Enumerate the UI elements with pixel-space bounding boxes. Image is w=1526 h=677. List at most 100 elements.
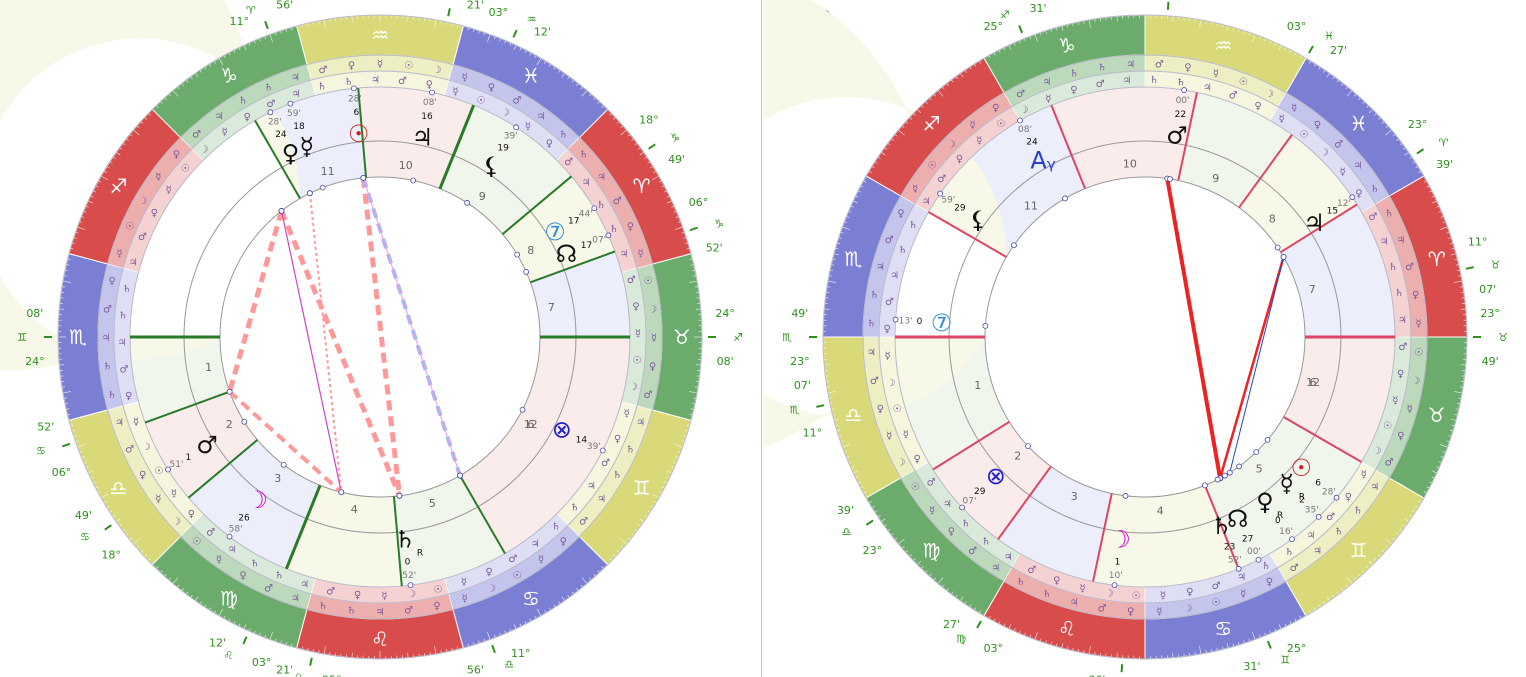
- house-sector-4: [1093, 485, 1239, 588]
- term-ruler-glyph: ☿: [976, 135, 982, 146]
- planet-glyph-node[interactable]: ☊: [1227, 505, 1248, 533]
- term-ruler-glyph: ♄: [118, 311, 127, 322]
- degree-tick: [75, 440, 79, 443]
- cusp-minute: 27': [943, 618, 960, 631]
- term-ruler-glyph: ☿: [1340, 167, 1346, 178]
- house-sector-7: [1280, 204, 1395, 337]
- degree-tick: [1454, 258, 1458, 261]
- aspect-line[interactable]: [228, 390, 343, 494]
- wheel-circle: [113, 70, 647, 604]
- zodiac-sign-glyph: ♏: [844, 247, 862, 271]
- degree-tick: [1221, 24, 1224, 28]
- cusp-degree: 23°: [1408, 118, 1428, 131]
- planet-aspect-dot: [306, 190, 313, 197]
- aspect-line[interactable]: [1229, 256, 1285, 473]
- term-ruler-glyph: ♃: [371, 75, 380, 86]
- degree-tick: [1077, 21, 1080, 26]
- degree-tick: [690, 264, 694, 266]
- natal-chart-wheel-1[interactable]: ♉♂☽♀☉☿☿☽♀☉♂♈☿♃♀♄♂♄♃♃♄♂♓♄♀♃☿♂☽♀☉☿☿♒☽♀☉♂☿♃…: [0, 0, 762, 677]
- planet-glyph-mars[interactable]: ♂: [196, 431, 218, 459]
- planet-glyph-lilith[interactable]: ⚸: [482, 152, 500, 180]
- degree-tick: [620, 125, 624, 128]
- decan-ruler-glyph: ♂: [1334, 139, 1343, 150]
- degree-tick: [857, 190, 861, 193]
- aspect-line[interactable]: [280, 210, 342, 493]
- degree-tick: [589, 577, 592, 581]
- planet-glyph-uranus[interactable]: ⑦: [931, 309, 953, 337]
- degree-tick: [827, 391, 836, 394]
- degree-tick: [548, 63, 551, 67]
- cusp-degree: 11°: [803, 426, 823, 439]
- planet-glyph-lilith[interactable]: ⚸: [969, 206, 987, 234]
- degree-tick: [846, 216, 850, 218]
- term-ruler-glyph: ☿: [525, 122, 531, 133]
- planet-glyph-saturn[interactable]: ♄: [1211, 512, 1233, 540]
- degree-tick: [73, 435, 77, 437]
- planet-aspect-dot: [982, 322, 989, 329]
- aspect-line[interactable]: [279, 209, 402, 497]
- decan-ruler-glyph: ☉: [1211, 598, 1220, 609]
- decan-ruler-glyph: ♀: [948, 527, 955, 538]
- degree-tick: [133, 538, 140, 545]
- planet-degree: 0: [405, 557, 411, 567]
- cusp-minute: 07': [794, 379, 811, 392]
- planet-glyph-sun[interactable]: ☉: [348, 120, 370, 148]
- degree-tick: [1243, 640, 1245, 644]
- degree-tick: [950, 591, 954, 595]
- decan-ruler-glyph: ♄: [1353, 505, 1362, 516]
- planet-glyph-vertex[interactable]: Aᵧ: [1030, 146, 1055, 174]
- cusp-minute: 56': [276, 0, 293, 11]
- house-number: 2: [226, 418, 233, 431]
- planet-glyph-mercury[interactable]: ☿: [1279, 470, 1294, 498]
- planet-glyph-mars[interactable]: ♂: [1166, 122, 1188, 150]
- planet-aspect-dot: [523, 269, 530, 275]
- degree-tick: [536, 608, 542, 617]
- decan-ruler-glyph: ♄: [1385, 209, 1394, 220]
- planet-glyph-sun[interactable]: ☉: [1291, 454, 1313, 482]
- aspect-line[interactable]: [360, 177, 402, 497]
- degree-tick: [955, 76, 958, 80]
- degree-tick: [671, 466, 675, 469]
- term-ruler-glyph: ♀: [914, 454, 921, 465]
- degree-tick: [68, 418, 74, 421]
- planet-glyph-mercury[interactable]: ☿: [300, 133, 315, 161]
- planet-glyph-venus[interactable]: ♀: [1256, 488, 1274, 516]
- planet-glyph-node[interactable]: ☊: [556, 240, 577, 268]
- term-ruler-glyph: ♂: [1326, 512, 1335, 523]
- aspect-line[interactable]: [1218, 256, 1285, 479]
- degree-tick: [620, 538, 627, 545]
- planet-glyph-saturn[interactable]: ♄: [394, 525, 416, 553]
- cusp-marker: [104, 524, 112, 531]
- degree-tick: [156, 105, 159, 108]
- degree-tick: [909, 117, 912, 120]
- degree-tick: [960, 596, 964, 601]
- degree-tick: [613, 554, 616, 557]
- degree-tick: [950, 79, 954, 83]
- planet-position-dot: [1289, 536, 1295, 543]
- degree-tick: [884, 147, 888, 150]
- zodiac-sign-glyph: ♐: [922, 111, 940, 135]
- degree-tick: [1264, 632, 1266, 636]
- natal-chart-wheel-2[interactable]: ♉♂☽♀☉☿☿☽♀☉♂♈☿♃♀♄♂♄♃♃♄♂♓♄♀♃☿♂☽♀☉☿☿♒☽♀☉♂☿♃…: [764, 0, 1526, 677]
- degree-tick: [693, 397, 697, 399]
- planet-degree: 0: [917, 317, 923, 327]
- planet-glyph-jupiter[interactable]: ♃: [412, 123, 434, 151]
- planet-glyph-venus[interactable]: ♀: [282, 140, 300, 168]
- house-number: 3: [1071, 490, 1078, 503]
- cusp-sign-glyph: ♈: [246, 4, 256, 17]
- term-ruler-glyph: ♂: [1027, 565, 1036, 576]
- degree-tick: [1431, 476, 1435, 479]
- planet-glyph-uranus[interactable]: ⑦: [544, 218, 566, 246]
- aspect-line[interactable]: [308, 193, 343, 493]
- planet-glyph-moon[interactable]: ☽: [1109, 525, 1131, 553]
- planet-glyph-fortune[interactable]: ⊗: [552, 416, 572, 444]
- aspect-line[interactable]: [362, 177, 461, 476]
- planet-glyph-jupiter[interactable]: ♃: [1303, 209, 1325, 237]
- decan-ruler-glyph: ♀: [877, 404, 884, 415]
- term-ruler-glyph: ☿: [1160, 590, 1166, 601]
- planet-glyph-moon[interactable]: ☽: [246, 486, 268, 514]
- planet-glyph-fortune[interactable]: ⊗: [986, 462, 1006, 490]
- degree-tick: [483, 638, 486, 642]
- term-ruler-glyph: ♀: [614, 434, 621, 445]
- aspect-line[interactable]: [1165, 178, 1223, 479]
